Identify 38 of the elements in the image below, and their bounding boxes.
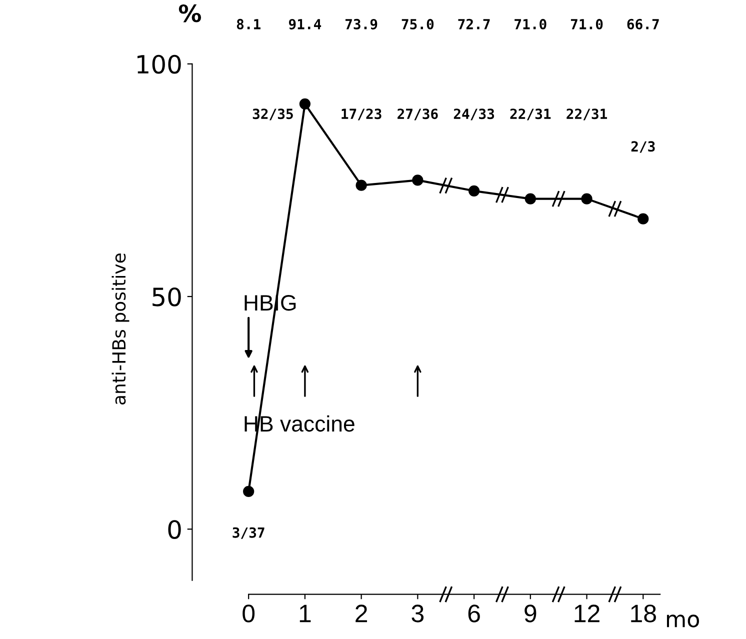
annotation: 22/31 (566, 108, 608, 120)
y-axis-title: anti-HBs positive (112, 254, 130, 405)
data-label: 73.9 (346, 18, 378, 30)
data-label: 72.7 (458, 18, 490, 30)
data-label: 71.0 (570, 18, 603, 30)
y-tick-label: 100 (138, 54, 181, 74)
data-label: 75.0 (402, 18, 434, 30)
annotation: 24/33 (454, 108, 494, 120)
x-tick-label: 12 (574, 604, 600, 622)
x-tick-label: 1 (300, 604, 311, 622)
annotation: 3/37 (232, 527, 264, 539)
point (524, 193, 536, 204)
annotation: 32/35 (252, 108, 293, 120)
x-tick-label: 6 (468, 604, 480, 622)
x-tick-label: 3 (412, 604, 424, 622)
text: % (178, 4, 202, 22)
y-tick-label: 50 (152, 287, 181, 306)
annotation: 17/23 (342, 108, 382, 120)
y-tick-label: 0 (168, 520, 181, 539)
annotation: 2/3 (631, 141, 655, 153)
x-tick-label: 2 (356, 604, 368, 622)
data-label: 66.7 (627, 18, 659, 30)
x-tick-label: 18 (631, 604, 656, 622)
annotation: 22/31 (510, 108, 551, 120)
point (638, 213, 649, 224)
point (468, 185, 480, 196)
point (243, 486, 254, 498)
data-label: 91.4 (288, 18, 322, 30)
point (581, 193, 592, 204)
point (356, 180, 367, 191)
annotation: 27/36 (398, 108, 438, 120)
point (412, 174, 424, 186)
data-label: 8.1 (236, 18, 260, 30)
x-tick-label: 0 (242, 604, 255, 622)
x-tick-label: 9 (524, 604, 536, 622)
data-label: 71.0 (514, 18, 546, 30)
point (299, 98, 311, 110)
x-axis-title: mo (666, 614, 699, 628)
